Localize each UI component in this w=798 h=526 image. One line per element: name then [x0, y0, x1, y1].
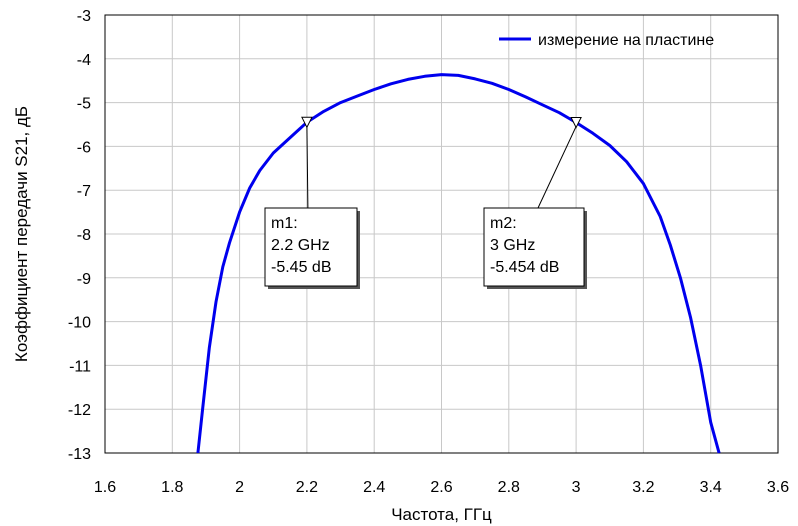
- legend: измерение на пластине: [499, 32, 714, 49]
- y-tick-label: -5: [77, 96, 91, 113]
- y-tick-label: -7: [77, 183, 91, 200]
- y-tick-label: -12: [68, 402, 91, 419]
- marker-m1: m1: 2.2 GHz -5.45 dB: [264, 116, 360, 289]
- legend-label: измерение на пластине: [538, 32, 714, 49]
- marker-leader-line: [306, 126, 309, 209]
- y-tick-label: -11: [69, 358, 91, 375]
- y-tick-label: -3: [77, 8, 91, 25]
- marker-freq-label: 3 GHz: [490, 237, 535, 254]
- y-tick-label: -4: [77, 52, 91, 69]
- x-tick-label: 3.2: [632, 479, 654, 496]
- x-tick-label: 2.8: [498, 479, 520, 496]
- x-tick-label: 1.6: [94, 479, 116, 496]
- marker-name-label: m2:: [490, 215, 517, 232]
- marker-box: [264, 207, 358, 287]
- y-axis-title: Коэффициент передачи S21, дБ: [12, 106, 31, 362]
- marker-m2: m2: 3 GHz -5.454 dB: [483, 116, 587, 289]
- x-tick-label: 2.4: [363, 479, 385, 496]
- x-tick-label: 2: [235, 479, 244, 496]
- x-tick-label: 3.6: [767, 479, 789, 496]
- marker-freq-label: 2.2 GHz: [271, 237, 330, 254]
- marker-leader-line: [537, 126, 577, 209]
- series-layer: [196, 73, 721, 454]
- series-line-0: [196, 73, 721, 454]
- y-axis-ticks: -3 -4 -5 -6 -7 -8 -9 -10 -11 -12 -13: [68, 8, 91, 463]
- y-tick-label: -9: [77, 271, 91, 288]
- x-axis-ticks: 1.6 1.8 2 2.2 2.4 2.6 2.8 3 3.2 3.4 3.6: [94, 479, 789, 496]
- y-tick-label: -13: [68, 446, 91, 463]
- x-tick-label: 2.2: [296, 479, 318, 496]
- y-tick-label: -6: [77, 139, 91, 156]
- x-axis-title: Частота, ГГц: [391, 505, 492, 524]
- marker-triangle: [301, 116, 313, 129]
- y-tick-label: -10: [68, 315, 91, 332]
- x-tick-label: 2.6: [430, 479, 452, 496]
- x-tick-label: 3: [572, 479, 581, 496]
- x-tick-label: 1.8: [161, 479, 183, 496]
- marker-value-label: -5.45 dB: [271, 259, 331, 276]
- marker-box: [483, 207, 585, 287]
- plot-frame: [104, 14, 779, 454]
- marker-value-label: -5.454 dB: [490, 259, 559, 276]
- y-tick-label: -8: [77, 227, 91, 244]
- x-tick-label: 3.4: [700, 479, 722, 496]
- marker-name-label: m1:: [271, 215, 298, 232]
- markers-layer: m1: 2.2 GHz -5.45 dB m2: 3 GHz -5.454 dB: [264, 116, 587, 289]
- marker-triangle: [570, 116, 582, 129]
